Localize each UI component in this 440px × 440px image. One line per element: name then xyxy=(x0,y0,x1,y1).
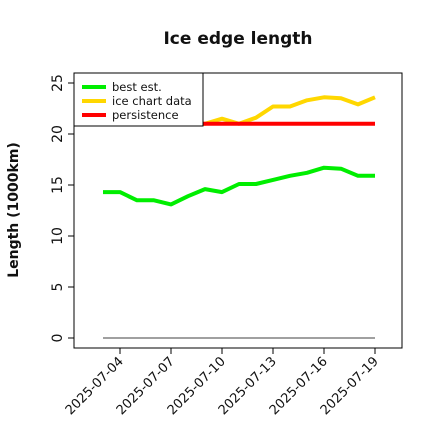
series-line-1 xyxy=(103,165,375,207)
legend-entry-label: persistence xyxy=(112,108,179,122)
legend-entry-label: ice chart data xyxy=(112,94,192,108)
y-tick-label: 0 xyxy=(50,334,66,343)
y-tick-label: 15 xyxy=(50,176,66,194)
series-layer xyxy=(103,95,376,339)
y-tick-label: 20 xyxy=(50,125,66,143)
y-tick-label: 10 xyxy=(50,227,66,245)
y-tick-label: 25 xyxy=(50,74,66,92)
y-tick-label: 5 xyxy=(50,283,66,292)
legend-entry-label: best est. xyxy=(112,80,162,94)
chart-title: Ice edge length xyxy=(163,29,312,49)
series-line-2 xyxy=(188,95,376,126)
y-axis-label: Length (1000km) xyxy=(6,142,22,278)
y-axis: 0 5 10 15 20 25 xyxy=(50,74,74,342)
plot-frame xyxy=(73,72,403,349)
x-axis: 2025-07-042025-07-072025-07-102025-07-13… xyxy=(63,348,382,418)
